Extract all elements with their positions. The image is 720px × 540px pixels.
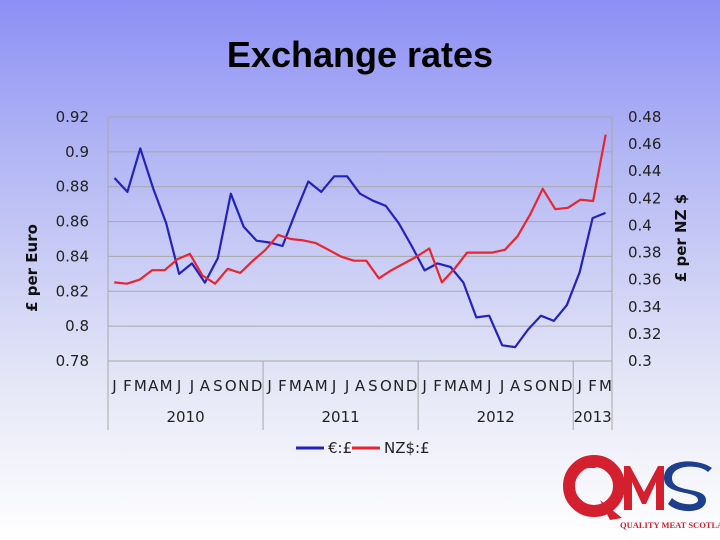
- left-tick-label-2: 0.82: [56, 282, 89, 300]
- year-label-0: 2010: [166, 408, 204, 426]
- month-label-8: S: [213, 377, 223, 395]
- right-tick-label-0: 0.3: [628, 352, 652, 370]
- year-label-2: 2012: [477, 408, 515, 426]
- series-lines: [113, 134, 607, 349]
- month-label-14: M: [289, 377, 302, 395]
- month-label-0: J: [111, 377, 116, 395]
- month-label-16: M: [315, 377, 328, 395]
- month-label-33: O: [535, 377, 547, 395]
- left-tick-label-3: 0.84: [56, 247, 89, 265]
- legend-label-nzd: NZ$:£: [384, 439, 430, 457]
- month-label-37: F: [588, 377, 597, 395]
- month-label-26: M: [444, 377, 457, 395]
- right-tick-label-9: 0.48: [628, 108, 661, 126]
- left-tick-label-0: 0.78: [56, 352, 89, 370]
- right-axis-ticks: 0.3 0.32 0.34 0.36 0.38 0.4 0.42 0.44 0.46 0.48: [628, 108, 661, 370]
- month-label-19: A: [355, 377, 366, 395]
- series-line-nzd: [114, 134, 607, 285]
- month-label-36: J: [576, 377, 581, 395]
- month-label-18: J: [344, 377, 349, 395]
- month-label-24: J: [421, 377, 426, 395]
- left-tick-label-4: 0.86: [56, 213, 89, 231]
- month-label-22: N: [393, 377, 404, 395]
- month-label-25: F: [433, 377, 442, 395]
- left-axis-title: £ per Euro: [23, 224, 41, 312]
- month-label-20: S: [368, 377, 378, 395]
- month-label-38: M: [599, 377, 612, 395]
- right-tick-label-3: 0.36: [628, 271, 661, 289]
- x-axis: J F M A M J J A S O N D J F M A M J J A S O N D J F M A M J J A S O N D J F M2…: [107, 117, 613, 430]
- left-axis-ticks: 0.78 0.8 0.82 0.84 0.86 0.88 0.9 0.92: [56, 108, 89, 370]
- month-label-15: A: [303, 377, 314, 395]
- month-label-31: A: [510, 377, 521, 395]
- right-tick-label-5: 0.4: [628, 216, 652, 234]
- qms-logo: QUALITY MEAT SCOTLAND: [563, 455, 720, 530]
- month-label-28: M: [470, 377, 483, 395]
- right-tick-label-2: 0.34: [628, 298, 661, 316]
- month-label-32: S: [523, 377, 533, 395]
- left-tick-label-5: 0.88: [56, 178, 89, 196]
- left-tick-label-1: 0.8: [65, 317, 89, 335]
- month-label-23: D: [406, 377, 418, 395]
- legend-label-eur: €:£: [328, 439, 352, 457]
- month-label-34: N: [548, 377, 559, 395]
- month-label-4: M: [160, 377, 173, 395]
- month-label-13: F: [278, 377, 287, 395]
- month-label-2: M: [134, 377, 147, 395]
- series-line-eur: [113, 147, 606, 349]
- right-axis-title: £ per NZ $: [672, 194, 690, 282]
- month-label-5: J: [176, 377, 181, 395]
- right-tick-label-7: 0.44: [628, 162, 661, 180]
- month-label-35: D: [561, 377, 573, 395]
- month-label-17: J: [331, 377, 336, 395]
- right-tick-label-6: 0.42: [628, 189, 661, 207]
- right-tick-label-1: 0.32: [628, 325, 661, 343]
- month-label-9: O: [225, 377, 237, 395]
- left-tick-label-7: 0.92: [56, 108, 89, 126]
- month-label-3: A: [148, 377, 159, 395]
- logo-tagline: QUALITY MEAT SCOTLAND: [620, 520, 720, 530]
- grid-lines: [107, 116, 613, 362]
- month-label-29: J: [486, 377, 491, 395]
- month-label-7: A: [200, 377, 211, 395]
- month-label-1: F: [123, 377, 132, 395]
- month-label-12: J: [266, 377, 271, 395]
- month-label-11: D: [251, 377, 263, 395]
- chart-legend: €:£ NZ$:£: [296, 439, 430, 457]
- right-tick-label-8: 0.46: [628, 135, 661, 153]
- month-label-27: A: [458, 377, 469, 395]
- month-label-30: J: [499, 377, 504, 395]
- month-label-21: O: [380, 377, 392, 395]
- year-label-3: 2013: [574, 408, 612, 426]
- month-label-6: J: [189, 377, 194, 395]
- year-label-1: 2011: [322, 408, 360, 426]
- left-tick-label-6: 0.9: [65, 143, 89, 161]
- right-tick-label-4: 0.38: [628, 244, 661, 262]
- month-label-10: N: [238, 377, 249, 395]
- slide-title: Exchange rates: [226, 34, 494, 75]
